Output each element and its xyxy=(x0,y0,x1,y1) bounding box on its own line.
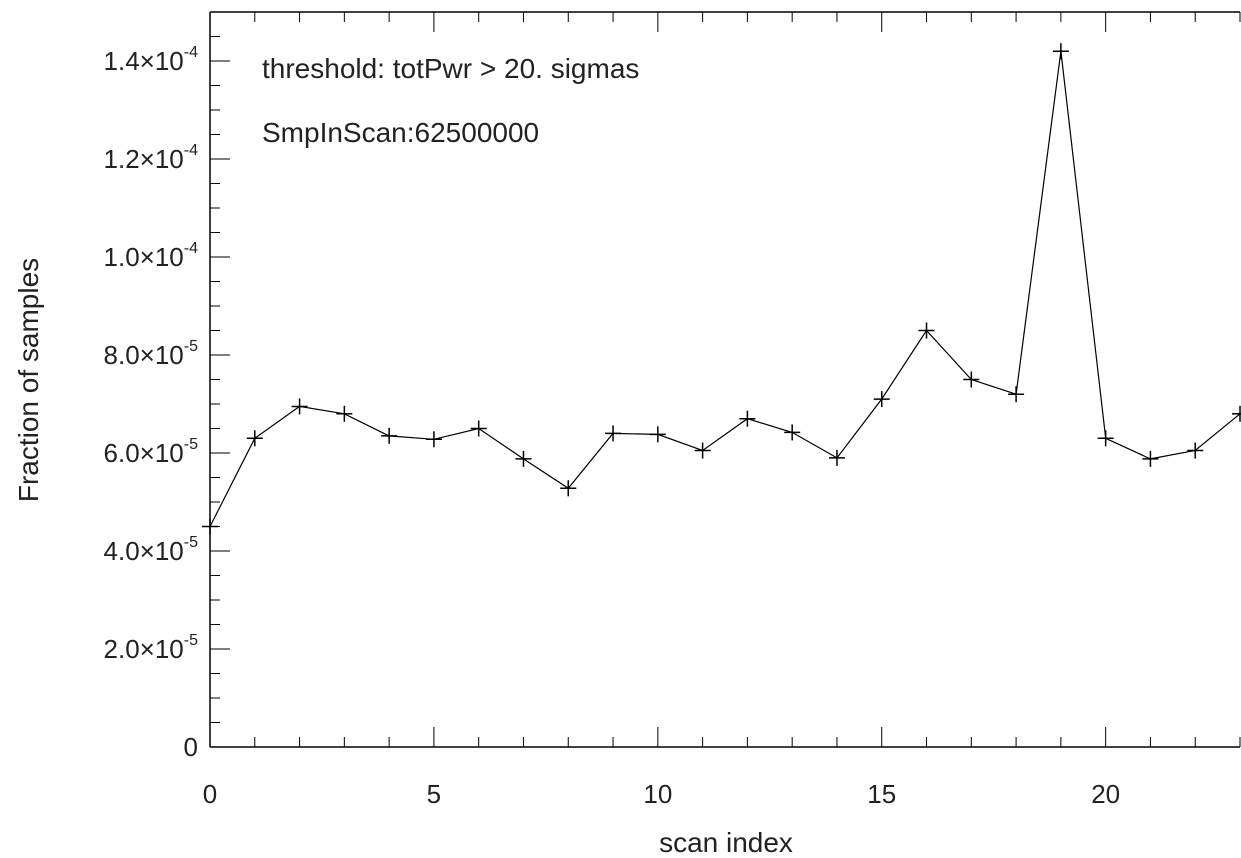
data-point xyxy=(963,371,980,388)
y-tick-label: 2.0×10-5 xyxy=(104,632,199,664)
data-point xyxy=(425,431,442,448)
x-tick-label: 10 xyxy=(643,779,672,809)
data-point xyxy=(381,427,398,444)
y-tick-label: 1.0×10-4 xyxy=(104,240,199,272)
data-point xyxy=(1052,43,1069,60)
data-point xyxy=(336,405,353,422)
data-point xyxy=(1187,442,1204,459)
annotation-threshold: threshold: totPwr > 20. sigmas xyxy=(262,53,639,84)
data-point xyxy=(291,398,308,415)
data-point xyxy=(784,424,801,441)
data-point xyxy=(246,430,263,447)
x-tick-label: 15 xyxy=(867,779,896,809)
y-tick-label: 1.4×10-4 xyxy=(104,44,199,76)
annotation-samples-in-scan: SmpInScan:62500000 xyxy=(262,117,539,148)
data-point xyxy=(1142,450,1159,467)
data-point xyxy=(1097,430,1114,447)
data-point xyxy=(739,410,756,427)
data-point xyxy=(1232,405,1241,422)
data-point xyxy=(873,391,890,408)
data-point xyxy=(828,449,845,466)
x-tick-label: 20 xyxy=(1091,779,1120,809)
y-axis-title: Fraction of samples xyxy=(13,258,44,502)
x-axis: 0 5 10 15 20 xyxy=(203,12,1241,809)
y-tick-label: 4.0×10-5 xyxy=(104,534,199,566)
data-point xyxy=(1008,386,1025,403)
y-tick-label: 1.2×10-4 xyxy=(104,142,199,174)
data-point xyxy=(649,426,666,443)
data-point xyxy=(202,518,218,535)
y-tick-label: 0 xyxy=(184,732,198,762)
x-axis-title: scan index xyxy=(659,827,793,858)
data-point xyxy=(694,442,711,459)
series-line xyxy=(209,51,1241,527)
data-point xyxy=(918,322,935,339)
y-tick-label: 8.0×10-5 xyxy=(104,338,199,370)
y-tick-label: 6.0×10-5 xyxy=(104,436,199,468)
data-point xyxy=(515,450,532,467)
data-point xyxy=(470,420,487,437)
data-point xyxy=(605,425,622,442)
y-axis: 0 2.0×10-5 4.0×10-5 6.0×10-5 8.0×10-5 1.0×10-… xyxy=(104,11,230,762)
data-point xyxy=(560,480,577,497)
series-layer xyxy=(202,43,1241,535)
x-tick-label: 5 xyxy=(427,779,441,809)
x-tick-label: 0 xyxy=(203,779,217,809)
